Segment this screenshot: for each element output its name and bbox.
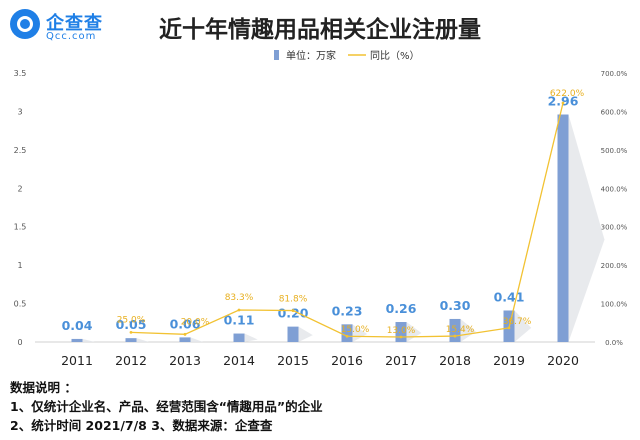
bar [71,338,83,342]
y-right-tick-label: 600.0% [601,108,628,116]
y-right-tick-label: 0.0% [605,339,623,347]
y-left-tick-label: 3 [17,107,22,116]
y-right-tick-label: 700.0% [601,70,628,78]
y-left-tick-label: 0 [17,338,22,347]
y-left-tick-label: 2.5 [14,146,27,155]
bar [233,333,245,342]
x-tick-label: 2019 [493,353,525,368]
yoy-value-label: 15.4% [446,325,475,335]
yoy-value-label: 622.0% [550,89,585,99]
x-tick-label: 2018 [439,353,471,368]
yoy-point [345,334,349,338]
bar [449,318,461,342]
yoy-value-label: 81.8% [279,295,308,305]
data-notes: 数据说明 ： 1、仅统计企业名、产品、经营范围含“情趣用品”的企业 2、统计时间… [10,378,323,435]
bar-shadow [82,338,95,342]
legend-bar-swatch [274,50,279,60]
y-left-tick-label: 3.5 [14,69,27,78]
bar [125,338,137,342]
notes-heading: 数据说明 ： [10,380,77,395]
yoy-point [507,326,511,330]
yoy-point [453,334,457,338]
yoy-value-label: 15.0% [341,325,370,335]
bar-value-label: 0.11 [224,313,255,328]
x-tick-label: 2015 [277,353,309,368]
x-tick-label: 2012 [115,353,147,368]
bar-value-label: 0.05 [116,317,147,332]
bar-shadow [298,326,313,342]
bar-value-label: 2.96 [548,94,579,109]
yoy-point [291,309,295,312]
notes-line-2: 2、统计时间 2021/7/8 3、数据来源：企查查 [10,418,273,433]
yoy-value-label: 83.3% [225,293,254,303]
bar-value-label: 0.26 [386,301,417,316]
y-right-tick-label: 200.0% [601,262,628,270]
bar [287,326,299,342]
yoy-value-label: 20.0% [181,317,210,327]
yoy-point [399,335,403,339]
bar-shadow [514,310,532,342]
y-right-tick-label: 100.0% [601,301,628,309]
y-right-tick-label: 300.0% [601,224,628,232]
legend-bar-label: 单位：万家 [286,49,336,62]
yoy-point [237,308,241,312]
bar-shadow [190,337,204,342]
y-left-tick-label: 2 [17,184,22,193]
legend-line-label: 同比（%） [370,50,420,62]
bar-shadow [244,333,258,342]
notes-line-1: 1、仅统计企业名、产品、经营范围含“情趣用品”的企业 [10,399,323,414]
bar [179,337,191,342]
x-tick-label: 2014 [223,353,255,368]
bar-value-label: 0.06 [170,316,201,331]
yoy-point [183,332,187,336]
brand-name: 企查查 [46,13,103,34]
y-left-tick-label: 1 [17,261,22,270]
bar-value-label: 0.41 [494,289,525,304]
bar-value-label: 0.23 [332,303,363,318]
bar [341,324,353,342]
bar-shadow [136,338,150,342]
qcc-logo-icon [10,9,40,39]
x-tick-label: 2016 [331,353,363,368]
yoy-value-label: 36.7% [503,317,532,327]
yoy-value-label: 13.0% [387,326,416,336]
y-right-tick-label: 400.0% [601,185,628,193]
yoy-value-label: 25.0% [117,315,146,325]
brand-domain: Qcc.com [46,31,97,42]
x-tick-label: 2013 [169,353,201,368]
yoy-point [561,101,565,105]
brand-logo: 企查查 Qcc.com [10,7,130,47]
y-left-tick-label: 1.5 [14,223,27,232]
chart-title: 近十年情趣用品相关企业注册量 [159,17,481,43]
yoy-point [129,330,133,334]
bar-shadow [568,114,605,342]
bar [395,322,407,342]
x-tick-label: 2011 [61,353,93,368]
y-left-tick-label: 0.5 [14,300,27,309]
bar-value-label: 0.30 [440,298,471,313]
x-tick-label: 2020 [547,353,579,368]
x-tick-label: 2017 [385,353,417,368]
bar-value-label: 0.20 [278,306,309,321]
bar-shadow [460,318,476,342]
bar-value-label: 0.04 [62,318,93,333]
bar-shadow [352,324,368,342]
bar [557,114,569,342]
y-right-tick-label: 500.0% [601,147,628,155]
